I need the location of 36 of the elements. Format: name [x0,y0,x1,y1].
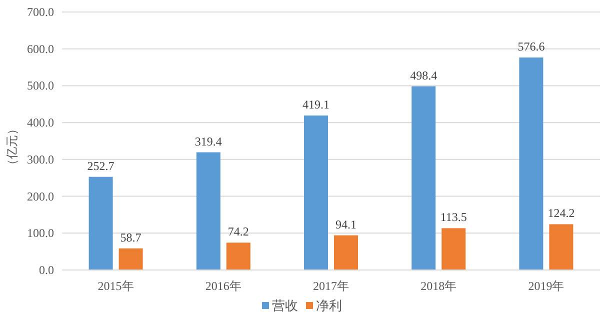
bar [196,152,220,270]
bar [549,224,574,270]
bar [88,176,113,270]
data-label: 576.6 [518,39,545,54]
y-tick-label: 600.0 [27,42,54,56]
bar [334,235,358,270]
data-label: 252.7 [87,158,114,173]
y-tick-label: 500.0 [27,78,54,93]
y-tick-label: 700.0 [27,5,54,19]
bar [519,57,544,270]
data-label: 498.4 [410,68,438,82]
bar [442,228,466,270]
x-tick-label: 2017年 [313,279,349,293]
data-label: 319.4 [194,134,222,148]
y-tick-label: 0.0 [39,263,54,277]
y-tick-label: 400.0 [27,116,54,130]
legend-label: 净利 [316,298,342,313]
y-tick-label: 200.0 [27,189,54,204]
x-tick-label: 2018年 [420,279,457,293]
bar [226,242,250,270]
data-label: 74.2 [228,224,249,239]
data-label: 113.5 [440,210,467,224]
data-label: 94.1 [336,217,356,232]
x-tick-label: 2016年 [205,279,242,293]
y-tick-label: 100.0 [27,226,54,240]
bar [412,86,436,270]
data-label: 124.2 [548,206,575,220]
legend-label: 营收 [272,298,298,313]
y-tick-label: 300.0 [27,152,54,166]
x-tick-label: 2019年 [528,279,564,293]
bar [304,116,328,270]
y-axis-title: （亿元） [5,123,19,171]
data-label: 58.7 [120,230,142,244]
bar [118,248,143,270]
x-tick-label: 2015年 [98,279,134,293]
data-label: 419.1 [302,98,330,112]
